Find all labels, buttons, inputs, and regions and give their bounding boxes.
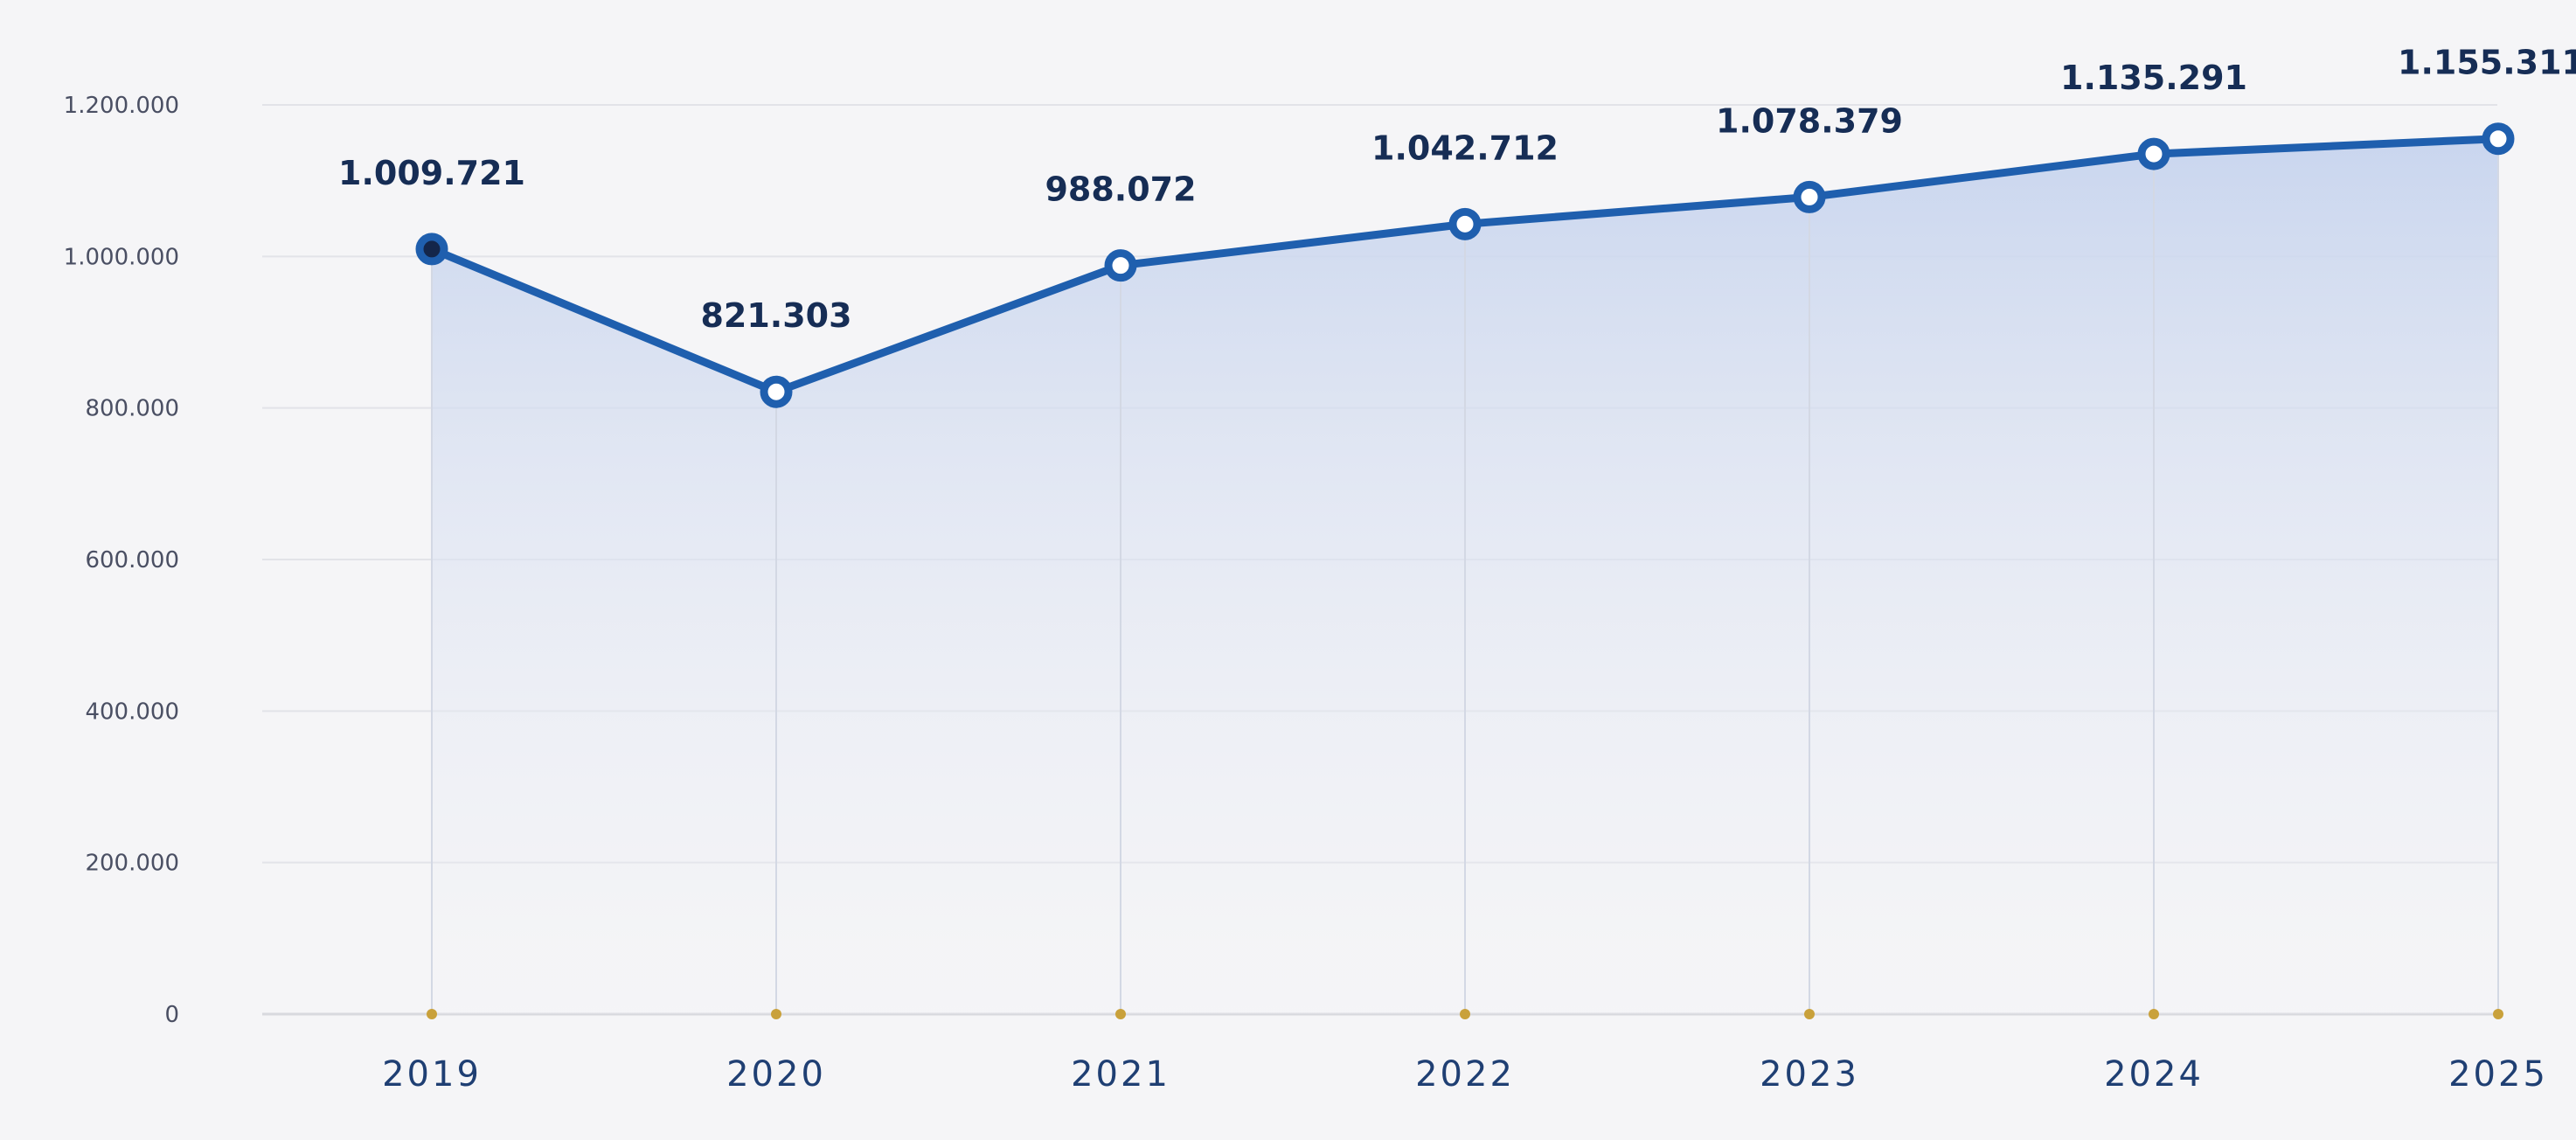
baseline-dot — [2493, 1009, 2503, 1019]
x-tick-label: 2025 — [2448, 1054, 2548, 1095]
x-axis: 2019 2020 2021 2022 2023 2024 2025 — [382, 1054, 2548, 1095]
baseline-dot — [1115, 1009, 1126, 1019]
x-tick-label: 2020 — [726, 1054, 826, 1095]
y-tick-label: 0 — [164, 1002, 179, 1028]
data-label: 1.009.721 — [338, 154, 525, 192]
data-label: 1.135.291 — [2060, 59, 2247, 97]
data-point[interactable] — [760, 375, 793, 408]
y-tick-label: 1.200.000 — [64, 93, 179, 119]
data-points — [415, 122, 2515, 408]
baseline-dot — [1804, 1009, 1815, 1019]
data-point[interactable] — [1793, 180, 1826, 213]
x-tick-label: 2021 — [1071, 1054, 1170, 1095]
baseline-dot — [2149, 1009, 2159, 1019]
y-tick-label: 600.000 — [85, 547, 179, 573]
data-label: 988.072 — [1045, 170, 1196, 209]
data-labels: 1.009.721 821.303 988.072 1.042.712 1.078.37… — [338, 44, 2576, 335]
y-tick-label: 200.000 — [85, 851, 179, 877]
data-point[interactable] — [2482, 122, 2515, 156]
data-point[interactable] — [415, 233, 448, 266]
x-tick-label: 2019 — [382, 1054, 482, 1095]
y-tick-label: 800.000 — [85, 396, 179, 422]
vertical-guide-lines — [431, 138, 2499, 1014]
x-tick-label: 2023 — [1760, 1054, 1859, 1095]
data-label: 1.078.379 — [1716, 101, 1903, 140]
y-axis: 0 200.000 400.000 600.000 800.000 1.000.000 1.… — [64, 93, 179, 1028]
baseline-markers — [427, 1009, 2503, 1019]
baseline-dot — [1460, 1009, 1470, 1019]
x-tick-label: 2024 — [2104, 1054, 2204, 1095]
baseline-dot — [771, 1009, 781, 1019]
data-point[interactable] — [1104, 249, 1137, 282]
baseline-dot — [427, 1009, 437, 1019]
data-label: 1.042.712 — [1371, 129, 1559, 167]
data-point[interactable] — [2137, 137, 2170, 170]
data-label: 1.155.311 — [2398, 44, 2576, 82]
data-point[interactable] — [1448, 207, 1482, 240]
x-tick-label: 2022 — [1415, 1054, 1515, 1095]
data-label: 821.303 — [700, 296, 851, 335]
y-tick-label: 1.000.000 — [64, 244, 179, 270]
y-tick-label: 400.000 — [85, 699, 179, 725]
